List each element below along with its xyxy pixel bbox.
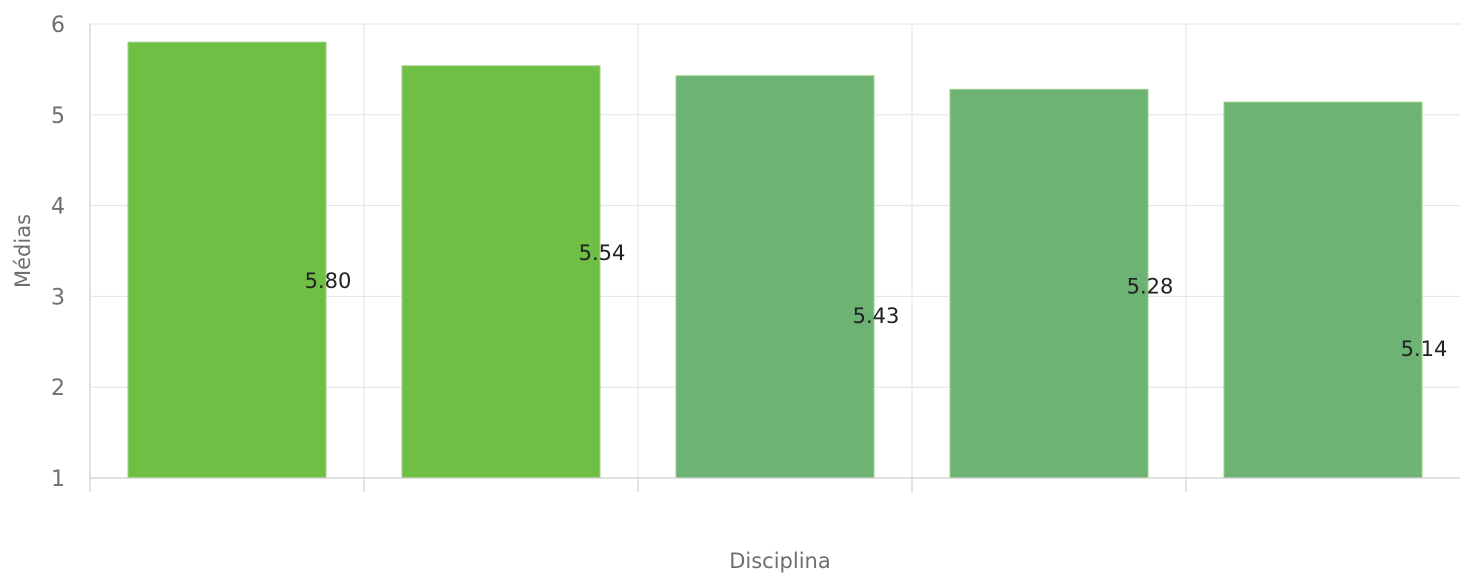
y-tick-label-2: 3 xyxy=(51,285,65,310)
data-label-2: 5.43 xyxy=(853,304,900,328)
data-label-0: 5.80 xyxy=(305,269,352,293)
y-tick-label-0: 1 xyxy=(51,467,65,492)
y-axis-title: Médias xyxy=(11,214,35,288)
y-ticks: 1 2 3 4 5 6 xyxy=(51,13,65,492)
x-axis-title: Disciplina xyxy=(729,549,831,573)
bar-4 xyxy=(1223,101,1423,479)
data-labels: 5.80 5.54 5.43 5.28 5.14 xyxy=(305,241,1448,361)
data-label-1: 5.54 xyxy=(579,241,626,265)
bar-3 xyxy=(949,88,1149,479)
bars xyxy=(127,41,1423,479)
y-tick-label-1: 2 xyxy=(51,376,65,401)
y-tick-label-5: 6 xyxy=(51,13,65,38)
bar-2 xyxy=(675,75,875,479)
bar-0 xyxy=(127,41,327,479)
axes xyxy=(89,24,1460,492)
data-label-3: 5.28 xyxy=(1127,275,1174,299)
y-tick-label-3: 4 xyxy=(51,195,65,220)
y-tick-label-4: 5 xyxy=(51,104,65,129)
data-label-4: 5.14 xyxy=(1401,337,1448,361)
bar-1 xyxy=(401,65,601,479)
